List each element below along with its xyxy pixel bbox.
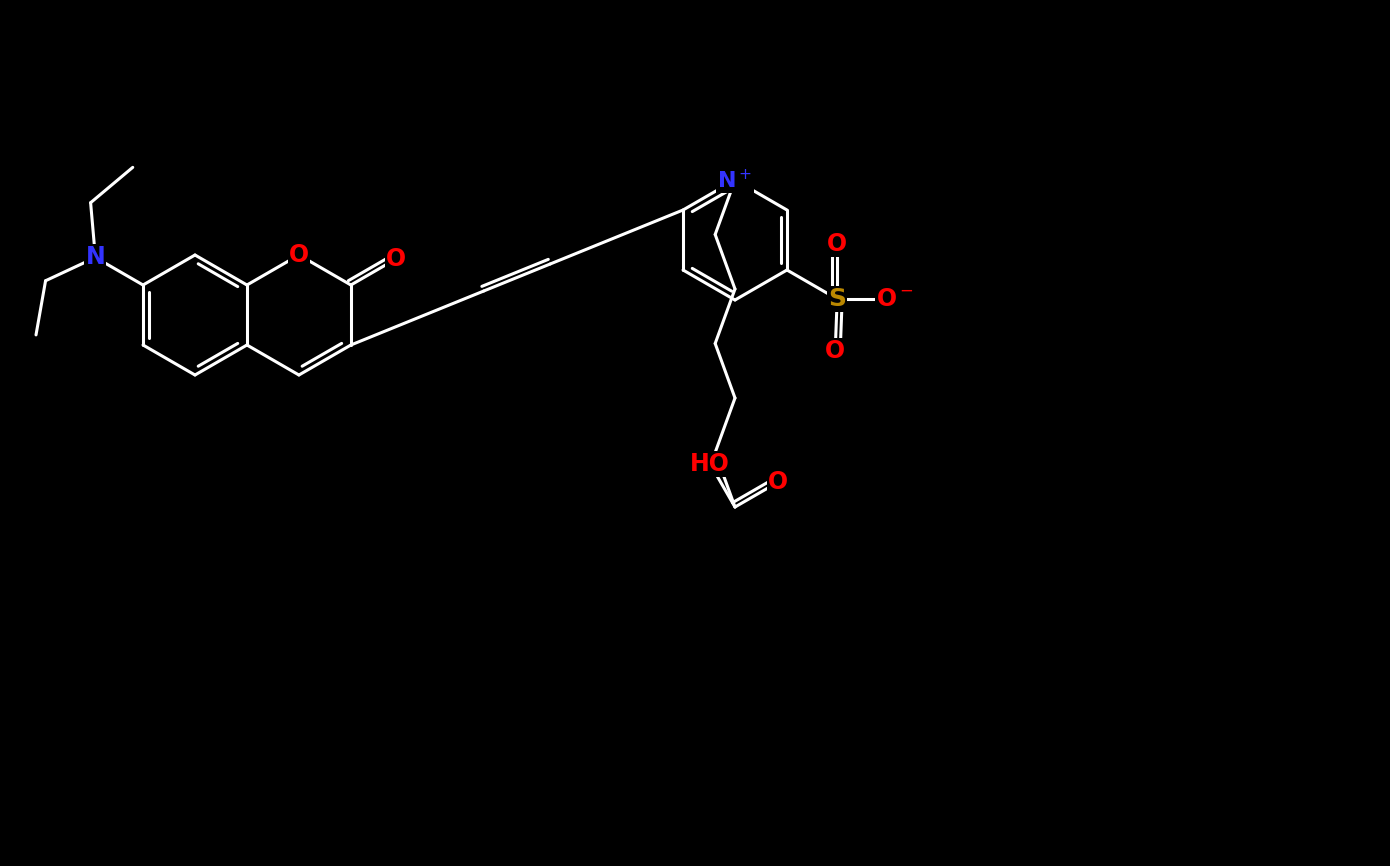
Text: S: S (828, 287, 847, 311)
Text: O: O (289, 243, 309, 267)
Text: O: O (386, 247, 406, 271)
Text: O: O (826, 339, 845, 363)
Text: O: O (769, 470, 788, 494)
Text: N: N (86, 245, 106, 269)
Text: O$^-$: O$^-$ (876, 287, 915, 311)
Text: O: O (827, 232, 848, 256)
Text: N$^+$: N$^+$ (717, 168, 752, 191)
Text: HO: HO (689, 452, 730, 475)
